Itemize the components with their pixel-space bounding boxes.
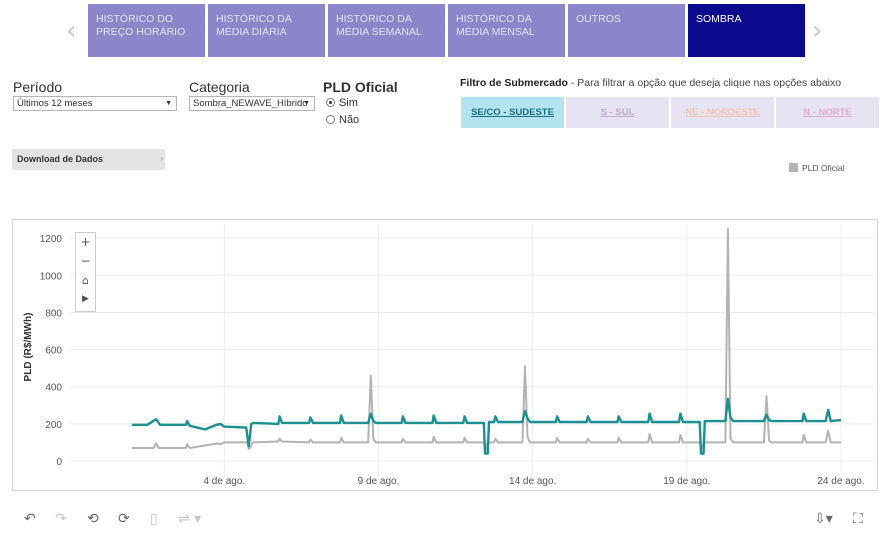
submercado-button-2[interactable]: S - SUL xyxy=(566,97,669,128)
tab-label: HISTÓRICO DA MÉDIA MENSAL xyxy=(456,13,535,38)
y-tick-label: 0 xyxy=(56,457,62,468)
series-line-1 xyxy=(131,227,841,450)
chevron-right-icon: › xyxy=(160,156,163,163)
play-icon[interactable]: ▶ xyxy=(82,294,89,304)
download-data-label: Download de Dados xyxy=(17,154,104,164)
periodo-label: Período xyxy=(13,79,63,95)
tab-label: HISTÓRICO DA MÉDIA DIÁRIA xyxy=(216,13,292,38)
radio-sim-label: Sim xyxy=(339,97,358,109)
x-tick-label: 19 de ago. xyxy=(663,476,710,487)
submercado-title-rest: - Para filtrar a opção que deseja clique… xyxy=(567,77,842,89)
x-tick-label: 24 de ago. xyxy=(817,476,864,487)
chevron-right-icon[interactable]: › xyxy=(812,16,823,46)
chevron-left-icon[interactable]: ‹ xyxy=(66,16,77,46)
radio-nao[interactable]: Não xyxy=(326,113,359,127)
tab-2[interactable]: HISTÓRICO DA MÉDIA DIÁRIA xyxy=(208,4,325,57)
tab-label: SOMBRA xyxy=(696,13,742,25)
home-icon[interactable]: ⌂ xyxy=(82,274,89,287)
caret-down-icon: ▼ xyxy=(165,100,172,107)
x-tick-label: 14 de ago. xyxy=(509,476,556,487)
pld-oficial-label: PLD Oficial xyxy=(323,79,398,95)
zoom-out-button[interactable]: − xyxy=(80,254,91,268)
radio-checked-icon xyxy=(326,98,335,107)
legend-label: PLD Oficial xyxy=(802,163,845,173)
y-tick-label: 1200 xyxy=(40,234,63,245)
chart-frame xyxy=(12,219,878,491)
submercado-filter-title: Filtro de Submercado - Para filtrar a op… xyxy=(460,77,841,89)
undo-icon[interactable]: ↶ xyxy=(24,511,36,527)
revert-icon[interactable]: ⟲ xyxy=(87,511,99,527)
submercado-button-1[interactable]: SE/CO - SUDESTE xyxy=(461,97,564,128)
tab-5[interactable]: OUTROS xyxy=(568,4,685,57)
share-icon[interactable]: ⇌ ▾ xyxy=(178,511,202,527)
tab-3[interactable]: HISTÓRICO DA MÉDIA SEMANAL xyxy=(328,4,445,57)
legend-swatch xyxy=(789,163,798,172)
submercado-button-3[interactable]: NE - NORDESTE xyxy=(671,97,774,128)
tab-label: HISTÓRICO DO PREÇO HORÁRIO xyxy=(96,13,186,38)
tab-1[interactable]: HISTÓRICO DO PREÇO HORÁRIO xyxy=(88,4,205,57)
categoria-label: Categoria xyxy=(189,79,250,95)
pld-line-chart: 4 de ago. 9 de ago. 14 de ago. 19 de ago. 24… xyxy=(23,224,874,487)
y-tick-label: 1000 xyxy=(40,271,63,282)
y-tick-label: 600 xyxy=(45,346,62,357)
submercado-button-4[interactable]: N - NORTE xyxy=(776,97,879,128)
periodo-dropdown[interactable]: Últimos 12 meses ▼ xyxy=(13,96,177,111)
series-line-2 xyxy=(131,397,842,455)
pause-icon[interactable]: ▯ xyxy=(150,511,158,527)
bottom-toolbar: ↶ ↷ ⟲ ⟳ ▯ ⇌ ▾ ⇩▾ ⛶ xyxy=(0,503,887,538)
download-data-button[interactable]: Download de Dados › xyxy=(12,149,165,170)
radio-sim[interactable]: Sim xyxy=(326,96,358,110)
categoria-value: Sombra_NEWAVE_Híbrido xyxy=(193,98,308,109)
tab-4[interactable]: HISTÓRICO DA MÉDIA MENSAL xyxy=(448,4,565,57)
zoom-in-button[interactable]: + xyxy=(80,235,91,249)
refresh-icon[interactable]: ⟳ xyxy=(118,511,130,527)
y-tick-label: 800 xyxy=(45,308,62,319)
tab-6[interactable]: SOMBRA xyxy=(688,4,805,57)
submercado-title-bold: Filtro de Submercado xyxy=(460,77,568,89)
chart-legend: PLD Oficial xyxy=(789,163,845,173)
tab-label: HISTÓRICO DA MÉDIA SEMANAL xyxy=(336,13,422,38)
radio-unchecked-icon xyxy=(326,115,335,124)
redo-icon[interactable]: ↷ xyxy=(55,511,67,527)
download-icon[interactable]: ⇩▾ xyxy=(814,511,833,527)
fullscreen-icon[interactable]: ⛶ xyxy=(853,511,863,527)
zoom-controls: + − ⌂ ▶ xyxy=(75,232,96,312)
categoria-dropdown[interactable]: Sombra_NEWAVE_Híbrido ▼ xyxy=(189,96,315,111)
x-tick-label: 9 de ago. xyxy=(358,476,400,487)
tab-label: OUTROS xyxy=(576,13,621,25)
periodo-value: Últimos 12 meses xyxy=(17,98,93,109)
caret-down-icon: ▼ xyxy=(303,100,310,107)
y-axis-label: PLD (R$/MWh) xyxy=(23,313,34,382)
x-tick-label: 4 de ago. xyxy=(203,476,245,487)
radio-nao-label: Não xyxy=(339,114,360,126)
y-tick-label: 200 xyxy=(45,420,62,431)
y-tick-label: 400 xyxy=(45,383,62,394)
